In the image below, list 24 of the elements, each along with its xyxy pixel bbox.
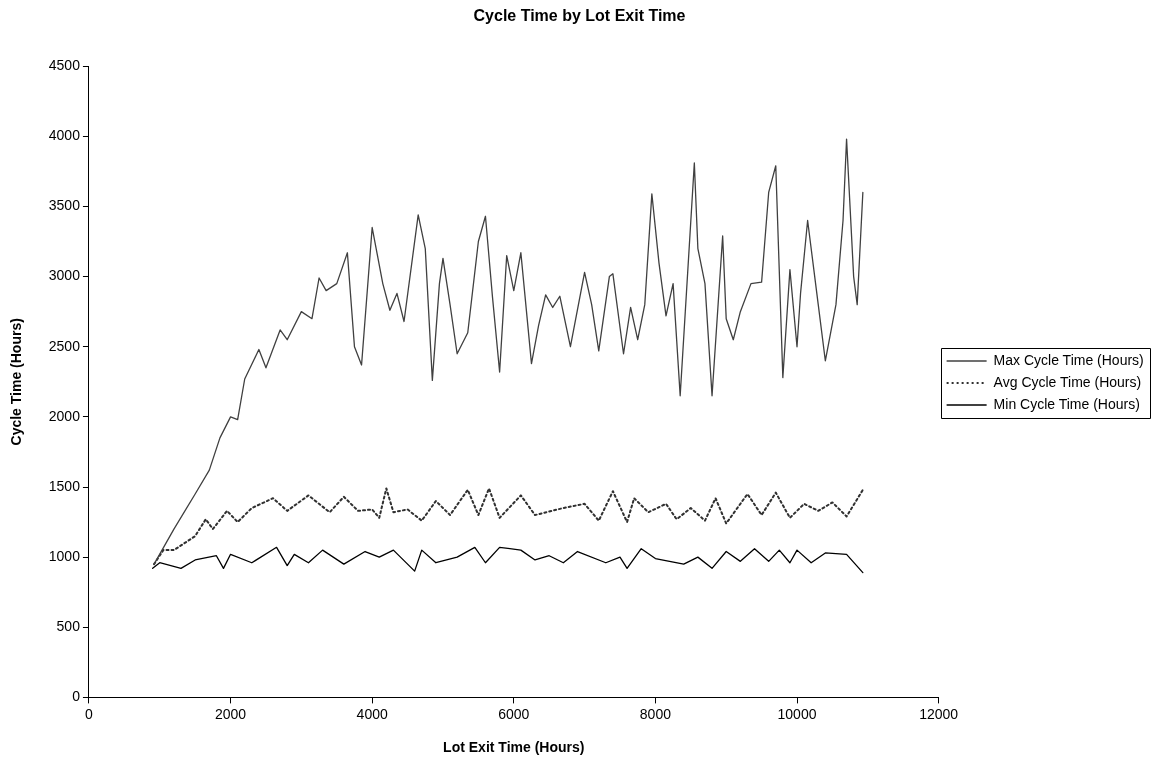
x-tick-label: 0	[85, 705, 94, 722]
x-tick-label: 10000	[777, 705, 817, 722]
y-axis-title: Cycle Time (Hours)	[8, 318, 25, 446]
chart-title: Cycle Time by Lot Exit Time	[473, 7, 686, 25]
y-tick-label: 2000	[48, 407, 81, 424]
y-tick-label: 4000	[48, 127, 81, 144]
y-tick-label: 4500	[48, 57, 81, 74]
y-tick-label: 3500	[48, 197, 81, 214]
legend-label: Max Cycle Time (Hours)	[993, 351, 1144, 368]
y-tick-label: 500	[56, 618, 81, 635]
x-tick-label: 4000	[356, 705, 388, 722]
y-tick-label: 1000	[48, 547, 81, 564]
x-tick-label: 6000	[498, 705, 530, 722]
x-axis-title: Lot Exit Time (Hours)	[443, 739, 585, 756]
y-tick-label: 1500	[48, 477, 81, 494]
y-tick-label: 3000	[48, 267, 81, 284]
x-tick-label: 2000	[214, 705, 247, 722]
y-tick-label: 0	[72, 688, 81, 705]
x-tick-label: 12000	[919, 705, 959, 722]
legend-label: Avg Cycle Time (Hours)	[993, 373, 1142, 390]
legend-label: Min Cycle Time (Hours)	[993, 395, 1140, 412]
y-tick-label: 2500	[48, 337, 81, 354]
line-series	[153, 487, 864, 566]
x-tick-label: 8000	[639, 705, 672, 722]
